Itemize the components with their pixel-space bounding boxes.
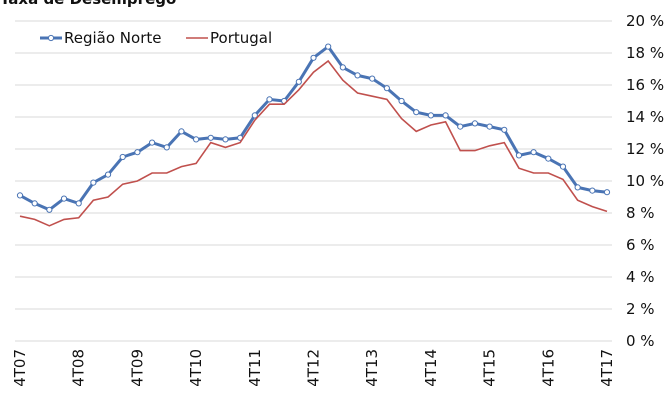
point-marker bbox=[266, 96, 273, 103]
point-marker bbox=[325, 43, 332, 50]
point-marker bbox=[310, 54, 317, 61]
point-marker bbox=[501, 126, 508, 133]
y-tick-label: 6 % bbox=[626, 236, 655, 254]
x-tick-label: 4T14 bbox=[422, 349, 440, 387]
point-marker bbox=[222, 136, 229, 143]
point-marker bbox=[339, 64, 346, 71]
point-marker bbox=[295, 78, 302, 85]
point-marker bbox=[471, 120, 479, 127]
x-tick-label: 4T08 bbox=[70, 349, 88, 387]
point-marker bbox=[545, 155, 552, 162]
point-marker bbox=[486, 123, 493, 130]
point-marker bbox=[16, 192, 24, 199]
point-marker bbox=[354, 72, 361, 79]
y-tick-label: 16 % bbox=[626, 76, 664, 94]
y-tick-label: 8 % bbox=[626, 204, 655, 222]
point-marker bbox=[119, 153, 126, 161]
point-marker bbox=[559, 163, 567, 170]
series-line bbox=[19, 44, 608, 212]
y-tick-label: 0 % bbox=[626, 332, 655, 350]
y-tick-label: 2 % bbox=[626, 300, 655, 318]
point-marker bbox=[603, 189, 611, 196]
point-marker bbox=[31, 200, 38, 207]
x-tick-label: 4T11 bbox=[246, 349, 264, 387]
point-marker bbox=[574, 184, 581, 191]
x-tick-label: 4T15 bbox=[481, 349, 499, 387]
point-marker bbox=[60, 195, 68, 202]
point-marker bbox=[457, 123, 464, 130]
legend-marker bbox=[47, 34, 55, 42]
series-line bbox=[19, 59, 608, 227]
point-marker bbox=[90, 179, 97, 186]
point-marker bbox=[530, 149, 537, 156]
x-tick-label: 4T07 bbox=[11, 349, 29, 387]
point-marker bbox=[369, 75, 376, 82]
point-marker bbox=[398, 97, 405, 105]
point-marker bbox=[207, 134, 214, 141]
y-tick-label: 4 % bbox=[626, 268, 655, 286]
y-tick-label: 10 % bbox=[626, 172, 664, 190]
point-marker bbox=[104, 171, 112, 178]
point-marker bbox=[589, 187, 596, 194]
x-tick-label: 4T10 bbox=[187, 349, 205, 387]
x-tick-label: 4T17 bbox=[598, 349, 616, 387]
y-tick-label: 14 % bbox=[626, 108, 664, 126]
point-marker bbox=[178, 128, 185, 135]
x-tick-label: 4T09 bbox=[128, 349, 146, 387]
y-tick-label: 20 % bbox=[626, 12, 664, 30]
point-marker bbox=[413, 109, 420, 116]
y-tick-label: 18 % bbox=[626, 44, 664, 62]
legend-label: Região Norte bbox=[64, 29, 161, 47]
point-marker bbox=[427, 112, 434, 119]
point-marker bbox=[442, 112, 449, 119]
point-marker bbox=[148, 139, 156, 146]
x-tick-label: 4T13 bbox=[363, 349, 381, 387]
legend-label: Portugal bbox=[210, 29, 272, 47]
point-marker bbox=[46, 206, 53, 213]
point-marker bbox=[193, 136, 200, 143]
point-marker bbox=[251, 112, 258, 119]
point-marker bbox=[134, 149, 141, 156]
point-marker bbox=[163, 144, 170, 151]
chart-title: Taxa de Desemprego bbox=[0, 0, 176, 8]
point-marker bbox=[383, 85, 390, 92]
point-marker bbox=[75, 200, 82, 207]
point-marker bbox=[515, 152, 523, 159]
x-tick-label: 4T12 bbox=[305, 349, 323, 387]
x-tick-label: 4T16 bbox=[539, 349, 557, 387]
y-tick-label: 12 % bbox=[626, 140, 664, 158]
